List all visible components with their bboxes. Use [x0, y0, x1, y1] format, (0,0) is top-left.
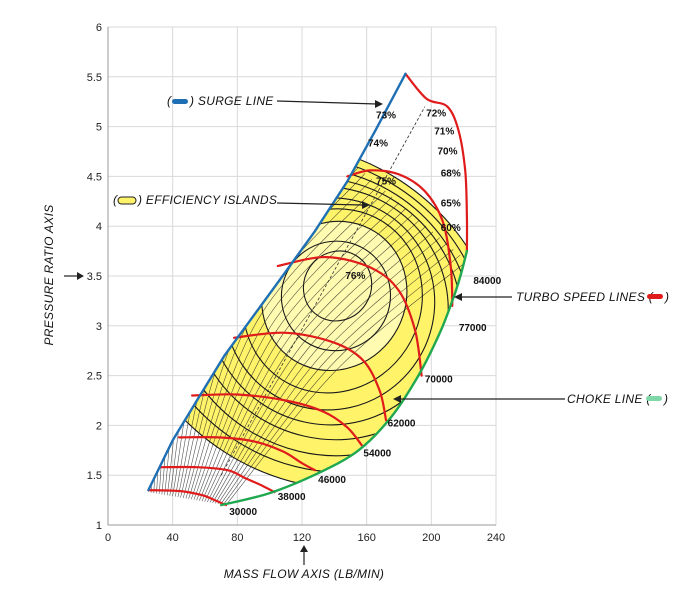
turbo-speed-lines — [147, 72, 469, 507]
speed-label-62000: 62000 — [388, 418, 416, 429]
constant-efficiency-line — [207, 219, 420, 503]
constant-efficiency-line — [190, 184, 379, 500]
efficiency-island-76 — [302, 250, 373, 322]
x-tick-label: 160 — [357, 532, 375, 544]
speed-label-84000: 84000 — [473, 276, 501, 287]
speed-line-84000 — [404, 72, 469, 253]
speed-annotation-close: ) — [663, 290, 669, 304]
constant-efficiency-line — [220, 249, 454, 505]
speed-line-62000 — [233, 331, 388, 422]
choke-arrowhead — [393, 395, 401, 403]
constant-efficiency-line — [223, 254, 461, 505]
constant-efficiency-line — [212, 231, 434, 503]
speed-label-70000: 70000 — [425, 375, 453, 386]
choke-annotation-close: ) — [662, 392, 668, 406]
speed-label-38000: 38000 — [278, 492, 306, 503]
surge-annotation-label: ) SURGE LINE — [188, 94, 274, 108]
choke-line-annotation: CHOKE LINE ( ) — [393, 392, 668, 406]
surge-arrow — [276, 100, 378, 105]
y-tick-label: 4.5 — [87, 171, 102, 183]
efficiency-islands-annotation: ( ) EFFICIENCY ISLANDS — [113, 193, 370, 209]
surge-line-annotation: ( ) SURGE LINE — [167, 94, 383, 108]
map-boundaries — [147, 72, 469, 507]
speed-arrowhead — [454, 293, 462, 301]
y-axis-label: PRESSURE RATIO AXIS — [42, 204, 56, 345]
island-center-line — [220, 106, 426, 476]
constant-efficiency-line — [225, 260, 467, 506]
choke-annotation-label: CHOKE LINE ( — [567, 392, 652, 406]
surge-legend-swatch — [172, 99, 188, 104]
x-tick-label: 80 — [231, 532, 243, 544]
efficiency-label-75: 75% — [376, 176, 396, 187]
speed-line-54000 — [191, 393, 363, 447]
efficiency-label-68: 68% — [441, 168, 461, 179]
speed-label-77000: 77000 — [459, 323, 487, 334]
constant-efficiency-line — [209, 225, 427, 503]
efficiency-label-65: 65% — [441, 198, 461, 209]
speed-annotation-label: TURBO SPEED LINES ( — [516, 290, 655, 304]
y-tick-label: 1 — [96, 520, 102, 532]
choke-line — [220, 249, 469, 507]
speed-legend-swatch — [647, 294, 663, 299]
efficiency-label-73: 73% — [376, 111, 396, 122]
efficiency-label-74: 74% — [368, 139, 388, 150]
speed-label-30000: 30000 — [229, 507, 257, 518]
efficiency-label-60: 60% — [441, 223, 461, 234]
constant-efficiency-line — [196, 196, 393, 501]
y-axis-pointer — [64, 272, 84, 280]
efficiency-label-70: 70% — [437, 146, 457, 157]
surge-line — [147, 72, 407, 492]
x-tick-label: 0 — [105, 532, 111, 544]
y-tick-label: 1.5 — [87, 470, 102, 482]
speed-lines-annotation: TURBO SPEED LINES ( ) — [454, 290, 669, 304]
y-tick-label: 2 — [96, 420, 102, 432]
axes: 0 40 80 120 160 200 240 1 1.5 2 2.5 3 3.5 4 4.5 5 5.5 6 — [87, 22, 505, 544]
y-tick-label: 3.5 — [87, 271, 102, 283]
speed-line-46000 — [178, 435, 316, 472]
efficiency-label-76: 76% — [345, 271, 365, 282]
y-tick-label: 2.5 — [87, 371, 102, 383]
speed-line-38000 — [160, 465, 276, 494]
constant-efficiency-line — [199, 202, 400, 501]
choke-legend-swatch — [646, 396, 662, 401]
y-tick-label: 3 — [96, 321, 102, 333]
efficiency-annotation-open: ( — [113, 193, 119, 207]
speed-line-77000 — [346, 169, 454, 307]
speed-label-54000: 54000 — [363, 448, 391, 459]
y-tick-label: 4 — [96, 221, 102, 233]
constant-efficiency-line — [215, 237, 440, 504]
x-tick-label: 120 — [293, 532, 311, 544]
x-axis-pointer — [300, 545, 308, 565]
y-tick-label: 6 — [96, 22, 102, 34]
x-tick-label: 240 — [487, 532, 505, 544]
surge-arrowhead — [375, 100, 383, 108]
speed-label-46000: 46000 — [318, 475, 346, 486]
speed-line-30000 — [147, 489, 228, 507]
y-tick-label: 5.5 — [87, 72, 102, 84]
efficiency-label-71: 71% — [434, 127, 454, 138]
efficiency-arrowhead — [362, 201, 370, 209]
efficiency-legend-swatch — [117, 196, 137, 205]
efficiency-arrow — [276, 202, 363, 206]
constant-efficiency-line — [193, 190, 386, 500]
x-tick-label: 200 — [422, 532, 440, 544]
x-axis-label: MASS FLOW AXIS (LB/MIN) — [224, 567, 384, 581]
constant-efficiency-line — [217, 243, 447, 504]
speed-line-70000 — [276, 255, 423, 377]
efficiency-label-72: 72% — [426, 109, 446, 120]
x-tick-label: 40 — [167, 532, 179, 544]
chart-labels: 73% 72% 71% 70% 74% 68% 75% 65% 60% 76% 84000 77000… — [229, 109, 501, 518]
constant-efficiency-line — [204, 214, 413, 502]
surge-annotation-open: ( — [167, 94, 173, 108]
efficiency-annotation-label: ) EFFICIENCY ISLANDS — [136, 193, 277, 207]
y-tick-label: 5 — [96, 122, 102, 134]
